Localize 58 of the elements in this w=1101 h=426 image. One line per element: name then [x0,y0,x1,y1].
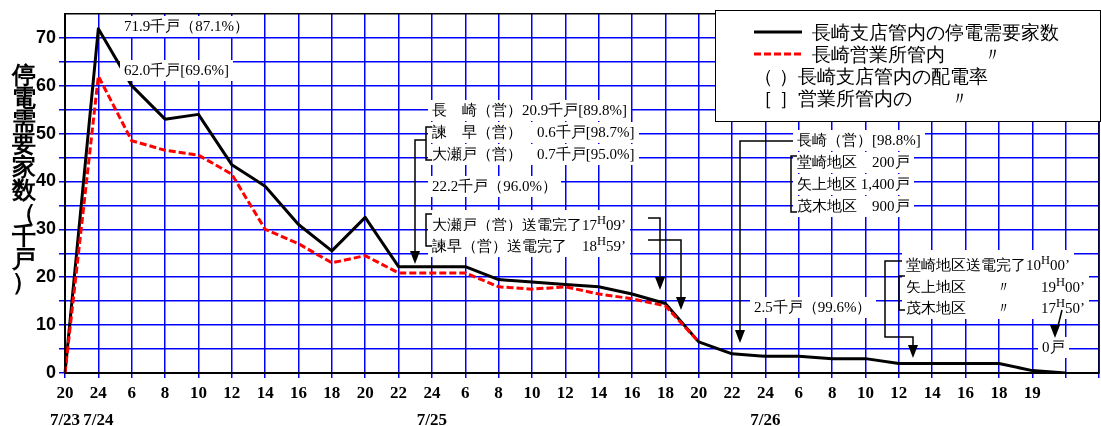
y-tick-label: 20 [35,266,56,287]
annotation: 諫早（営）送電完了 18$^{H}$59’ [432,234,627,254]
x-tick-label: 10 [523,382,541,402]
x-tick-label: 6 [461,382,470,402]
annotation: 長 崎（営）20.9千戸[89.8%] [428,100,631,121]
x-tick-label: 24 7/26 [750,382,781,426]
x-tick-label: 19 [1023,382,1041,402]
annotation: 大瀬戸（営） 0.7千戸[95.0%] [428,144,639,165]
legend-label: 長崎営業所管内 〃 [812,43,1002,65]
annotation: 長崎（営）[98.8%] [793,130,925,151]
annotation: 2.5千戸（99.6%） [750,297,876,318]
x-tick-label: 16 [957,382,975,402]
annotation: 堂崎地区 200戸 [793,152,914,173]
x-tick-label: 16 [623,382,641,402]
x-tick-label: 6 [794,382,804,402]
annotation: 0戸 [1038,337,1069,358]
x-tick-label: 14 [590,382,608,402]
x-tick-label: 18 [656,382,674,402]
annotation: 諫 早（営） 0.6千戸[98.7%] [428,122,639,143]
annotation: 矢上地区 1,400戸 [793,174,914,195]
y-tick-label: 10 [35,314,56,335]
x-tick-label: 20 7/23 [49,382,81,426]
x-tick-label: 20 [690,382,708,402]
annotation: 71.9千戸（87.1%） [120,16,253,37]
x-tick-label: 22 [390,382,408,402]
annotation: 茂木地区 〃 17$^{H}$50’ [906,296,1086,316]
x-tick-label: 10 [189,382,207,402]
x-tick-label: 18 [990,382,1008,402]
y-tick-label: 30 [35,218,56,239]
x-tick-label: 8 [160,382,170,402]
annotation: 22.2千戸（96.0%） [428,176,561,197]
x-tick-label: 20 [356,382,374,402]
text: 停電需要家数（千戸） [12,61,36,296]
x-tick-label: 22 [723,382,741,402]
y-tick-label: 70 [35,26,56,47]
x-tick-label: 12 [556,382,574,402]
annotation: 62.0千戸[69.6%] [120,60,233,81]
y-tick-label: 50 [35,122,56,143]
x-tick-label: 24 7/25 [416,382,448,426]
x-tick-label: 10 [857,382,875,402]
annotation: （ ）長崎支店管内の配電率 [753,65,990,87]
annotation: ［ ］営業所管内の 〃 [753,87,971,109]
annotation: 茂木地区 900戸 [793,196,914,217]
x-tick-label: 12 [890,382,908,402]
y-tick-label: 60 [35,74,56,95]
legend-label: 長崎支店管内の停電需要家数 [812,21,1059,43]
y-tick-label: 40 [35,170,56,191]
annotation: 堂崎地区送電完了10$^{H}$00’ [902,250,1075,276]
x-tick-label: 16 [289,382,307,402]
y-tick-label: 0 [45,361,56,382]
x-tick-label: 8 [827,382,837,402]
x-tick-label: 18 [323,382,341,402]
x-tick-label: 12 [223,382,241,402]
x-tick-label: 14 [923,382,942,402]
x-tick-label: 8 [494,382,503,402]
x-tick-label: 6 [127,382,136,402]
x-tick-label: 24 7/24 [83,382,114,426]
x-tick-label: 14 [256,382,275,402]
